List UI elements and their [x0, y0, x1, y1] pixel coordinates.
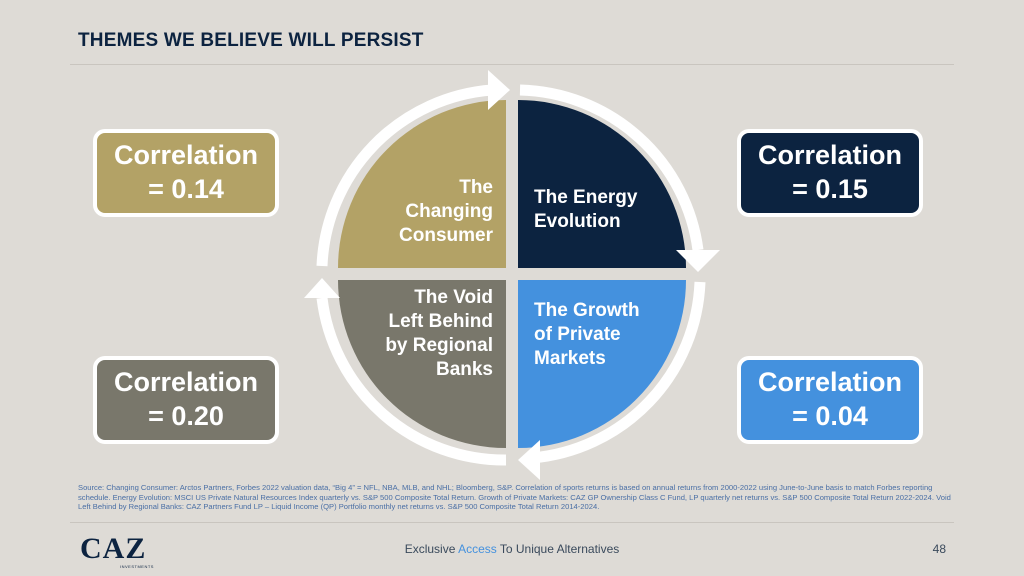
arrow-arc-bottom-right: [531, 281, 706, 464]
theme-label-line: of Private: [534, 324, 621, 346]
correlation-box-energy-evolution: Correlation = 0.15: [737, 129, 923, 217]
correlation-value: = 0.20: [148, 401, 224, 431]
theme-label-line: Banks: [435, 359, 493, 381]
correlation-label: Correlation: [113, 367, 259, 398]
correlation-value: = 0.15: [792, 174, 868, 204]
correlation-label: Correlation: [113, 140, 259, 171]
header-divider: [70, 64, 954, 65]
arrow-arc-top-left: [316, 84, 493, 267]
tagline-pre: Exclusive: [404, 542, 459, 556]
theme-label-private-markets: The Growth of Private Markets: [534, 299, 640, 371]
quadrant-changing-consumer: [338, 100, 506, 268]
arrowhead-left: [304, 278, 340, 298]
theme-label-line: Consumer: [399, 225, 493, 247]
theme-label-line: Markets: [534, 348, 606, 370]
source-footnote: Source: Changing Consumer: Arctos Partne…: [78, 483, 951, 512]
arrowhead-top: [488, 70, 510, 110]
tagline-post: To Unique Alternatives: [496, 542, 620, 556]
theme-label-line: Evolution: [534, 211, 621, 233]
theme-label-line: The Growth: [534, 300, 640, 321]
quadrant-private-markets: [518, 280, 686, 448]
correlation-value: = 0.04: [792, 401, 868, 431]
correlation-label: Correlation: [757, 367, 903, 398]
caz-logo-subtitle: INVESTMENTS: [120, 564, 154, 569]
correlation-box-regional-banks: Correlation = 0.20: [93, 356, 279, 444]
footer-tagline: Exclusive Access To Unique Alternatives: [0, 542, 1024, 556]
footer-divider: [70, 522, 954, 523]
theme-label-energy-evolution: The Energy Evolution: [534, 186, 637, 234]
arrow-arc-bottom-left: [316, 297, 507, 466]
page-title: THEMES WE BELIEVE WILL PERSIST: [78, 30, 424, 51]
caz-logo: CAZ: [80, 532, 147, 565]
theme-label-regional-banks: The Void Left Behind by Regional Banks: [385, 286, 493, 383]
arrowhead-right: [676, 250, 720, 272]
arrow-arc-top-right: [519, 84, 704, 251]
theme-label-line: Changing: [405, 201, 493, 223]
correlation-label: Correlation: [757, 140, 903, 171]
correlation-box-private-markets: Correlation = 0.04: [737, 356, 923, 444]
correlation-value: = 0.14: [148, 174, 224, 204]
quadrant-energy-evolution: [518, 100, 686, 268]
theme-label-line: The Void: [414, 287, 493, 308]
tagline-accent: Access: [458, 542, 497, 556]
theme-label-line: Left Behind: [388, 311, 494, 333]
theme-label-changing-consumer: The Changing Consumer: [399, 176, 493, 248]
arrowhead-bottom: [518, 440, 540, 480]
page-number: 48: [932, 542, 946, 556]
correlation-box-changing-consumer: Correlation = 0.14: [93, 129, 279, 217]
theme-label-line: The: [459, 177, 493, 198]
theme-label-line: by Regional: [385, 335, 493, 357]
theme-label-line: The Energy: [534, 187, 638, 208]
quadrant-regional-banks: [338, 280, 506, 448]
